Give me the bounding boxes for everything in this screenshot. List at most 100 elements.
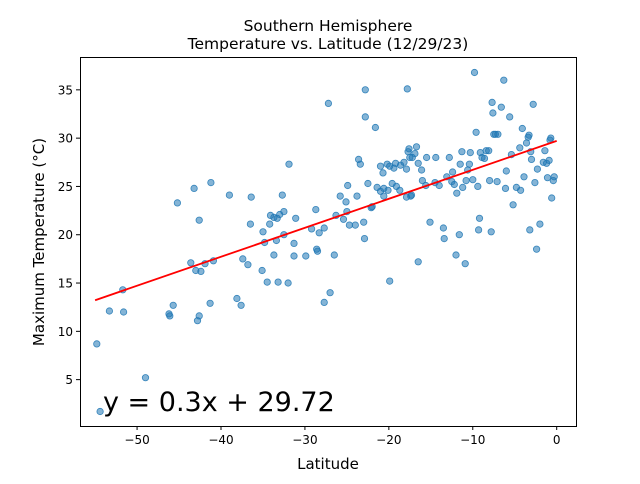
data-point: [376, 162, 385, 170]
data-point: [545, 156, 553, 164]
data-point: [414, 159, 422, 167]
data-point: [361, 86, 369, 94]
data-point: [469, 176, 477, 184]
data-point: [258, 266, 266, 275]
y-tick-label: 35: [58, 83, 73, 97]
y-tick-label: 30: [58, 132, 73, 146]
data-point: [233, 294, 241, 303]
data-point: [356, 160, 364, 168]
y-tick-label: 5: [65, 373, 73, 387]
x-tick-label: −10: [460, 433, 485, 447]
data-point: [500, 76, 508, 84]
data-point: [345, 221, 353, 229]
data-point: [411, 150, 419, 158]
data-point: [313, 247, 322, 255]
data-point: [461, 260, 469, 268]
data-point: [379, 169, 387, 177]
data-point: [509, 201, 517, 209]
x-tick-label: −40: [208, 433, 233, 447]
data-point: [480, 154, 489, 162]
data-point: [284, 279, 292, 287]
data-point: [487, 228, 495, 236]
data-point: [278, 191, 286, 199]
regression-equation: y = 0.3x + 29.72: [103, 387, 335, 418]
data-point: [197, 267, 205, 275]
plot-frame: [80, 57, 577, 427]
data-point: [455, 231, 463, 239]
data-point: [361, 113, 369, 121]
data-point: [475, 214, 484, 222]
data-point: [417, 166, 426, 174]
data-point: [302, 252, 310, 260]
data-point: [439, 224, 447, 232]
data-point: [501, 184, 510, 192]
data-point: [529, 100, 537, 108]
data-point: [274, 278, 282, 286]
scatter-points: [93, 68, 558, 416]
chart-title-line1: Southern Hemisphere: [244, 17, 413, 35]
data-point: [458, 148, 466, 156]
data-point: [402, 165, 411, 173]
data-point: [414, 258, 422, 266]
data-point: [247, 193, 255, 201]
data-point: [532, 245, 541, 253]
data-point: [459, 183, 467, 191]
data-point: [456, 160, 464, 168]
data-point: [351, 221, 359, 229]
data-point: [412, 143, 421, 151]
x-axis-ticks: −50 −40 −30 −20 −10 0: [124, 426, 561, 447]
data-point: [263, 278, 271, 286]
data-point: [418, 177, 426, 185]
data-point: [187, 259, 195, 267]
regression-line: [94, 139, 557, 302]
data-point: [105, 307, 114, 315]
data-point: [516, 144, 524, 152]
data-point: [541, 147, 549, 155]
data-point: [266, 220, 274, 228]
data-point: [548, 194, 556, 202]
data-point: [448, 168, 457, 176]
data-point: [320, 224, 328, 232]
data-point: [360, 218, 368, 226]
data-point: [342, 198, 350, 206]
data-point: [470, 68, 479, 77]
data-point: [173, 199, 181, 207]
data-point: [474, 226, 483, 234]
data-point: [326, 289, 334, 297]
data-point: [543, 174, 552, 182]
data-point: [497, 103, 505, 111]
y-tick-label: 25: [58, 180, 73, 194]
data-point: [141, 374, 150, 382]
data-point: [550, 173, 558, 181]
data-point: [440, 235, 448, 243]
data-point: [435, 181, 443, 190]
data-point: [237, 301, 245, 309]
data-point: [225, 191, 233, 199]
data-point: [485, 177, 494, 185]
data-point: [195, 216, 203, 224]
y-axis-ticks: 5 10 15 20 25 30 35: [58, 83, 80, 387]
data-point: [493, 178, 501, 186]
data-point: [336, 192, 344, 200]
data-point: [280, 208, 288, 216]
data-point: [246, 220, 254, 228]
data-point: [516, 186, 525, 194]
data-point: [207, 179, 215, 187]
data-point: [547, 134, 555, 142]
data-point: [360, 235, 369, 243]
regression-line-group: [94, 139, 557, 302]
data-point: [536, 220, 544, 228]
data-point: [485, 147, 493, 155]
data-point: [400, 158, 408, 166]
data-point: [380, 192, 388, 200]
data-point: [206, 299, 214, 307]
x-axis-label: Latitude: [297, 455, 359, 473]
data-point: [506, 113, 514, 121]
data-point: [339, 215, 348, 223]
data-point: [292, 214, 300, 222]
chart-title-line2: Temperature vs. Latitude (12/29/23): [187, 35, 469, 53]
data-point: [466, 149, 474, 157]
data-point: [166, 312, 174, 320]
data-point: [489, 109, 497, 117]
